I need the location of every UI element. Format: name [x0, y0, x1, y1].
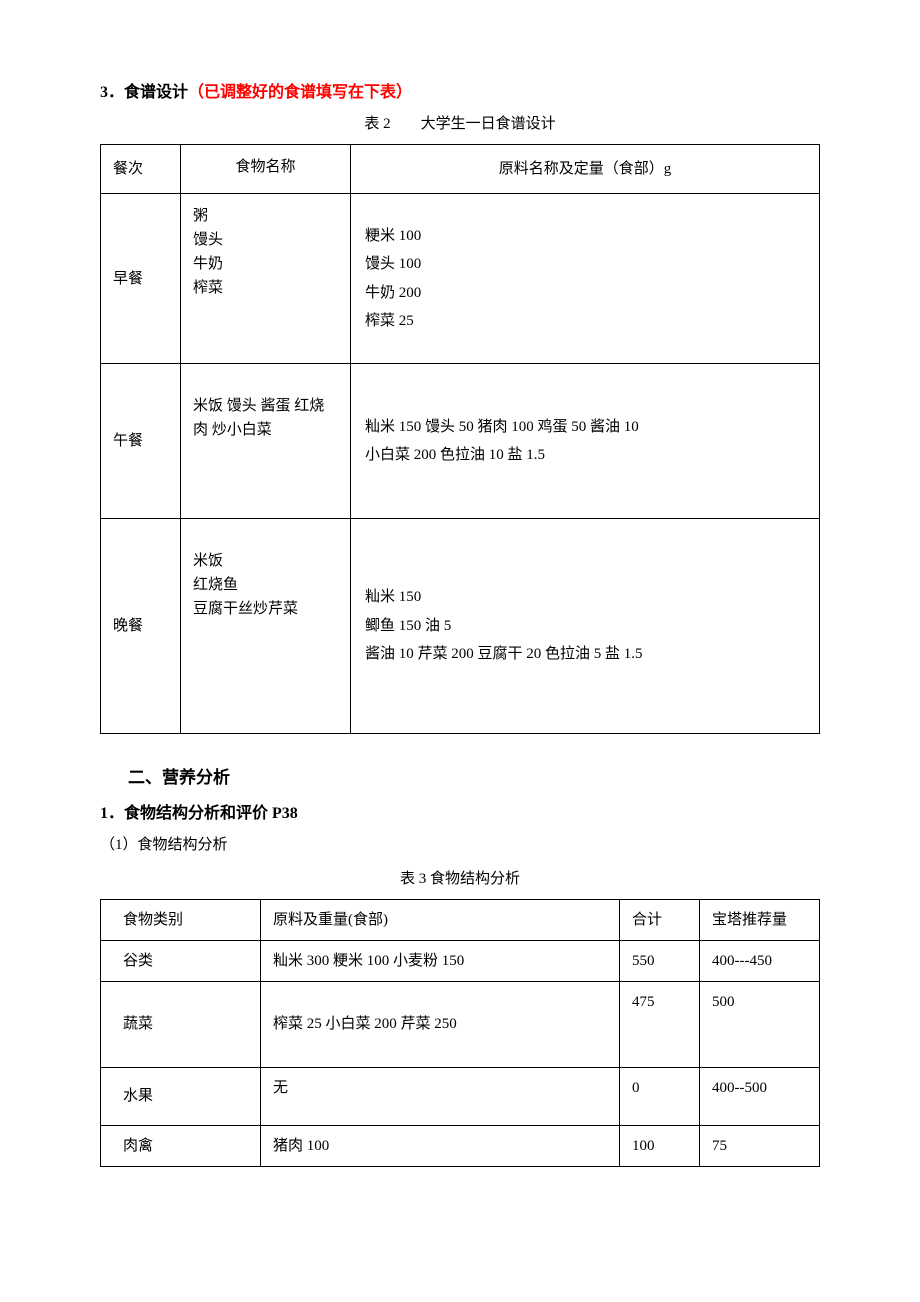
cell-ingredients: 籼米 150 馒头 50 猪肉 100 鸡蛋 50 酱油 10 小白菜 200 …: [351, 364, 820, 519]
table2-caption: 表 2 大学生一日食谱设计: [100, 112, 820, 136]
cell-raw: 籼米 300 粳米 100 小麦粉 150: [261, 940, 620, 981]
cell-ingredients: 粳米 100 馒头 100 牛奶 200 榨菜 25: [351, 194, 820, 364]
heading-title-red: （已调整好的食谱填写在下表）: [188, 84, 412, 101]
table-row: 谷类 籼米 300 粳米 100 小麦粉 150 550 400---450: [101, 940, 820, 981]
cell-raw: 猪肉 100: [261, 1125, 620, 1166]
cell-total: 100: [620, 1125, 700, 1166]
subheading-number: 1．: [100, 805, 124, 822]
table3-header-raw: 原料及重量(食部): [261, 899, 620, 940]
item-food-structure-analysis: （1）食物结构分析: [100, 833, 820, 857]
table-row: 午餐 米饭 馒头 酱蛋 红烧肉 炒小白菜 籼米 150 馒头 50 猪肉 100…: [101, 364, 820, 519]
table-row: 肉禽 猪肉 100 100 75: [101, 1125, 820, 1166]
table2-header-meal: 餐次: [101, 144, 181, 194]
heading-number: 3．: [100, 84, 124, 101]
table-row: 蔬菜 榨菜 25 小白菜 200 芹菜 250 475 500: [101, 981, 820, 1067]
cell-food: 米饭 馒头 酱蛋 红烧肉 炒小白菜: [181, 364, 351, 519]
heading-nutrition-analysis: 二、营养分析: [128, 764, 820, 791]
table-row: 水果 无 0 400--500: [101, 1067, 820, 1125]
table2-header-food: 食物名称: [181, 144, 351, 194]
table3-header-rec: 宝塔推荐量: [700, 899, 820, 940]
table3-header-total: 合计: [620, 899, 700, 940]
cell-meal: 午餐: [101, 364, 181, 519]
cell-rec: 75: [700, 1125, 820, 1166]
cell-rec: 500: [700, 981, 820, 1067]
heading-title-black: 食谱设计: [124, 84, 188, 101]
cell-raw: 榨菜 25 小白菜 200 芹菜 250: [261, 981, 620, 1067]
cell-rec: 400---450: [700, 940, 820, 981]
cell-total: 550: [620, 940, 700, 981]
cell-total: 475: [620, 981, 700, 1067]
table3-header-category: 食物类别: [101, 899, 261, 940]
cell-category: 谷类: [101, 940, 261, 981]
cell-category: 肉禽: [101, 1125, 261, 1166]
table-recipe-design: 餐次 食物名称 原料名称及定量（食部）g 早餐 粥 馒头 牛奶 榨菜 粳米 10…: [100, 144, 820, 735]
cell-total: 0: [620, 1067, 700, 1125]
table-food-structure: 食物类别 原料及重量(食部) 合计 宝塔推荐量 谷类 籼米 300 粳米 100…: [100, 899, 820, 1167]
table3-header-row: 食物类别 原料及重量(食部) 合计 宝塔推荐量: [101, 899, 820, 940]
cell-food: 米饭 红烧鱼 豆腐干丝炒芹菜: [181, 519, 351, 734]
cell-rec: 400--500: [700, 1067, 820, 1125]
table-row: 早餐 粥 馒头 牛奶 榨菜 粳米 100 馒头 100 牛奶 200 榨菜 25: [101, 194, 820, 364]
cell-category: 水果: [101, 1067, 261, 1125]
cell-category: 蔬菜: [101, 981, 261, 1067]
cell-meal: 早餐: [101, 194, 181, 364]
cell-food: 粥 馒头 牛奶 榨菜: [181, 194, 351, 364]
table2-header-ingredients: 原料名称及定量（食部）g: [351, 144, 820, 194]
cell-raw: 无: [261, 1067, 620, 1125]
heading-recipe-design: 3．食谱设计（已调整好的食谱填写在下表）: [100, 80, 820, 106]
subheading-title: 食物结构分析和评价 P38: [124, 805, 298, 822]
table2-header-row: 餐次 食物名称 原料名称及定量（食部）g: [101, 144, 820, 194]
cell-meal: 晚餐: [101, 519, 181, 734]
table3-caption: 表 3 食物结构分析: [100, 867, 820, 891]
cell-ingredients: 籼米 150 鲫鱼 150 油 5 酱油 10 芹菜 200 豆腐干 20 色拉…: [351, 519, 820, 734]
subheading-food-structure: 1．食物结构分析和评价 P38: [100, 801, 820, 827]
table-row: 晚餐 米饭 红烧鱼 豆腐干丝炒芹菜 籼米 150 鲫鱼 150 油 5 酱油 1…: [101, 519, 820, 734]
